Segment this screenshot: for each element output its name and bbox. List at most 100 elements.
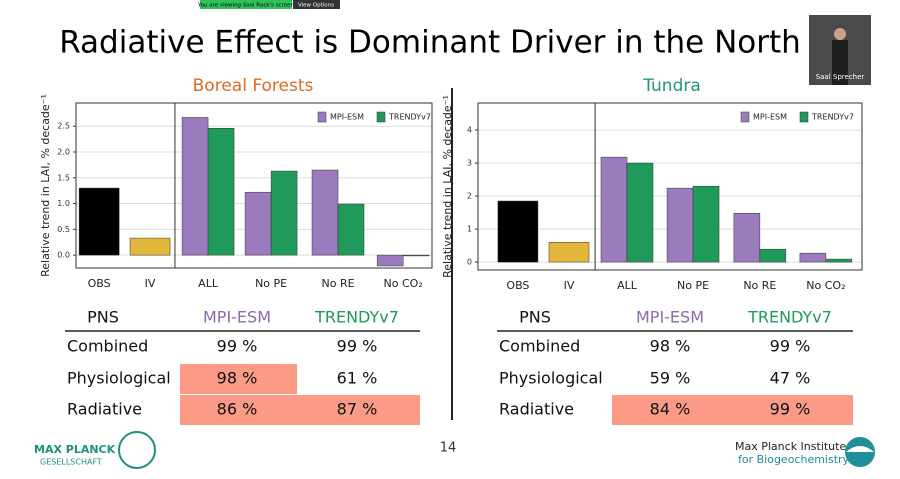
x-tick-label: ALL [198, 277, 219, 290]
bar [692, 185, 720, 263]
bar [337, 203, 365, 256]
x-tick-label: No RE [743, 279, 776, 292]
x-tick-label: OBS [88, 277, 111, 290]
y-tick-label: 2.0 [57, 147, 70, 156]
plot-frame [75, 102, 433, 269]
legend-swatch [317, 111, 327, 123]
logo-text: GESELLSCHAFT [40, 458, 102, 467]
department: for Biogeochemistry [738, 453, 850, 466]
y-tick-label: 2.5 [57, 122, 70, 131]
plot-frame [477, 102, 863, 271]
table-header: MPI-ESM [636, 308, 704, 327]
bar [825, 258, 853, 263]
x-tick-label: OBS [506, 279, 529, 292]
x-tick-label: IV [145, 277, 156, 290]
y-tick-label: 0 [467, 258, 472, 267]
cell-highlight [728, 395, 853, 425]
page-number: 14 [440, 441, 457, 456]
table-cell: 87 % [337, 400, 378, 419]
table-cell: 47 % [770, 369, 811, 388]
view-options-label[interactable]: View Options [298, 3, 334, 9]
speaker-head [834, 28, 846, 40]
table-cell: Radiative [67, 400, 142, 419]
y-axis-label: Relative trend in LAI, % decade⁻¹ [39, 94, 52, 277]
legend-label: TRENDYv7 [388, 113, 431, 122]
legend-swatch [740, 111, 750, 123]
x-tick-label: IV [564, 279, 575, 292]
legend-swatch [376, 111, 386, 123]
chart-title: Boreal Forests [193, 76, 314, 96]
bar [270, 170, 298, 256]
table-header: MPI-ESM [203, 308, 271, 327]
y-axis-label: Relative trend in LAI, % decade⁻¹ [441, 95, 454, 278]
speaker [832, 40, 848, 85]
table-cell: Combined [67, 337, 148, 356]
cell-highlight [180, 395, 297, 425]
bar [181, 117, 209, 256]
logo-text: MAX PLANCK [34, 443, 116, 456]
x-tick-label: No RE [321, 277, 354, 290]
bar [548, 242, 590, 263]
table-header: TRENDYv7 [314, 308, 399, 327]
y-tick-label: 3 [467, 159, 472, 168]
legend-label: MPI-ESM [330, 113, 364, 122]
bar [376, 254, 404, 267]
x-tick-label: No PE [677, 279, 709, 292]
table-cell: 59 % [650, 369, 691, 388]
table-header: TRENDYv7 [747, 308, 832, 327]
cell-highlight [297, 395, 420, 425]
y-tick-label: 1 [467, 225, 472, 234]
legend-swatch [799, 111, 809, 123]
x-tick-label: No CO₂ [384, 277, 423, 290]
table-cell: 98 % [650, 337, 691, 356]
table-cell: 99 % [770, 337, 811, 356]
table-cell: Radiative [499, 400, 574, 419]
y-tick-label: 1.0 [57, 199, 70, 208]
legend-label: MPI-ESM [753, 113, 787, 122]
bar [311, 169, 339, 256]
bar [666, 187, 694, 263]
bar [402, 254, 430, 257]
slide-title: Radiative Effect is Dominant Driver in t… [59, 25, 801, 61]
table-cell: Combined [499, 337, 580, 356]
legend-label: TRENDYv7 [811, 113, 854, 122]
bar [244, 191, 272, 256]
bar [759, 248, 787, 263]
x-tick-label: No PE [255, 277, 287, 290]
bar [600, 156, 628, 263]
bar [78, 187, 120, 256]
table-cell: 99 % [217, 337, 258, 356]
bar [626, 162, 654, 263]
table-cell: 61 % [337, 369, 378, 388]
y-tick-label: 1.5 [57, 173, 70, 182]
y-tick-label: 0.5 [57, 225, 70, 234]
table-cell: 98 % [217, 369, 258, 388]
y-tick-label: 2 [467, 192, 472, 201]
video-name: Saal Sprecher [816, 73, 865, 81]
institute-logo-wave [846, 446, 874, 452]
x-tick-label: No CO₂ [806, 279, 845, 292]
cell-highlight [180, 364, 297, 394]
table-cell: 84 % [650, 400, 691, 419]
bar [129, 237, 171, 256]
y-tick-label: 0.0 [57, 251, 70, 260]
view-options[interactable] [293, 0, 340, 9]
table-cell: Physiological [67, 369, 171, 388]
table-cell: Physiological [499, 369, 603, 388]
x-tick-label: ALL [617, 279, 638, 292]
cell-highlight [612, 395, 728, 425]
share-banner [200, 0, 292, 9]
table-header: PNS [87, 308, 119, 327]
share-notice: You are viewing Saal Rack's screen [197, 3, 295, 9]
chart-title: Tundra [642, 76, 701, 96]
institute: Max Planck Institute [735, 440, 846, 453]
table-cell: 86 % [217, 400, 258, 419]
mpg-logo [118, 431, 156, 469]
y-tick-label: 4 [467, 126, 472, 135]
table-header: PNS [519, 308, 551, 327]
bar [207, 128, 235, 256]
table-cell: 99 % [337, 337, 378, 356]
bar [733, 212, 761, 263]
